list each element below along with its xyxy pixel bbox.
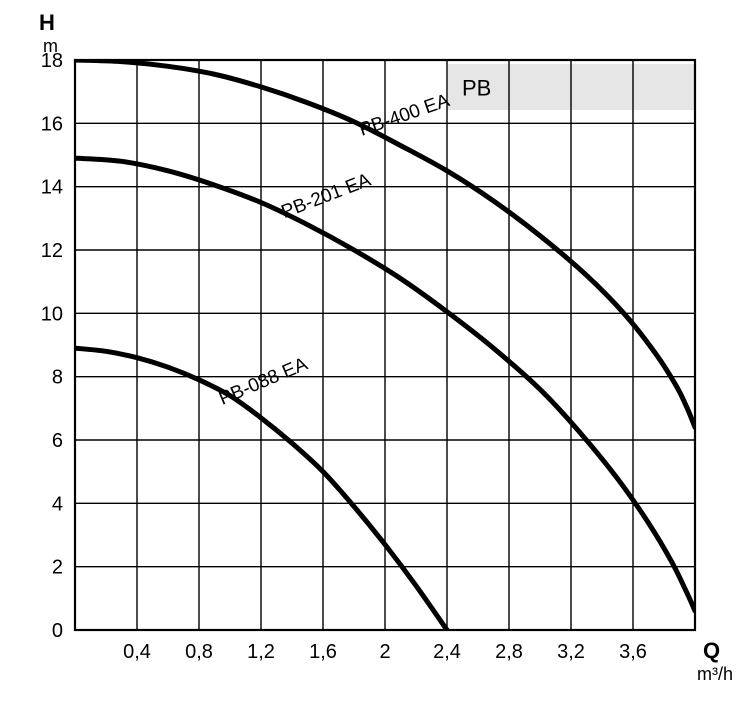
y-axis-unit: m: [43, 36, 58, 56]
x-tick-label: 2,4: [433, 641, 461, 663]
title-text: PB: [462, 75, 491, 100]
x-tick-label: 3,2: [557, 641, 585, 663]
y-tick-label: 6: [52, 430, 63, 452]
x-tick-label: 3,6: [619, 641, 647, 663]
y-axis-title: H: [39, 10, 55, 35]
y-tick-label: 8: [52, 367, 63, 389]
y-tick-label: 12: [41, 240, 63, 262]
curve-label: PB-088 EA: [216, 354, 311, 410]
x-tick-label: 1,2: [247, 641, 275, 663]
chart-svg: PB0246810121416180,40,81,21,622,42,83,23…: [0, 0, 741, 715]
curve-label: PB-201 EA: [279, 170, 375, 223]
x-tick-label: 2: [379, 641, 390, 663]
x-tick-label: 1,6: [309, 641, 337, 663]
x-axis-unit: m³/h: [697, 664, 733, 684]
y-tick-label: 0: [52, 620, 63, 642]
curve-label: PB-400 EA: [357, 90, 453, 141]
x-tick-label: 0,4: [123, 641, 151, 663]
x-tick-label: 2,8: [495, 641, 523, 663]
y-tick-label: 10: [41, 303, 63, 325]
y-tick-label: 2: [52, 557, 63, 579]
x-axis-title: Q: [703, 638, 720, 663]
pump-curve-chart: PB0246810121416180,40,81,21,622,42,83,23…: [0, 0, 741, 715]
y-tick-label: 4: [52, 493, 63, 515]
y-tick-label: 14: [41, 177, 63, 199]
x-tick-label: 0,8: [185, 641, 213, 663]
y-tick-label: 16: [41, 113, 63, 135]
